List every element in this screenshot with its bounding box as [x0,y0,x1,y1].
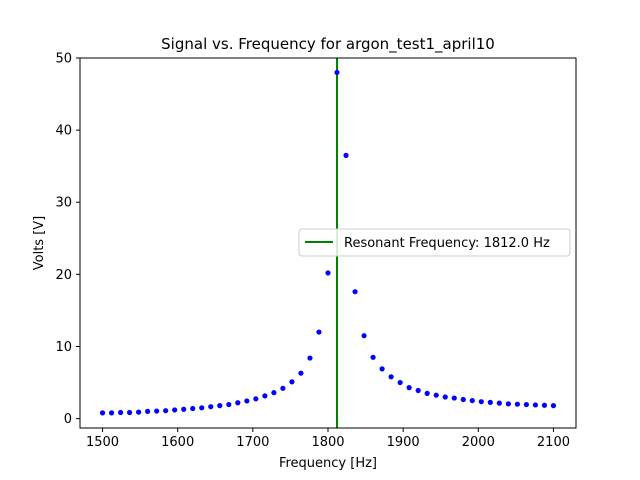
legend: Resonant Frequency: 1812.0 Hz [298,228,571,257]
data-point [307,355,313,361]
data-point [541,402,548,408]
data-point [433,392,439,398]
data-point [117,409,124,416]
data-point [190,405,196,412]
data-point [469,397,475,404]
data-point [244,398,250,404]
data-point [379,366,385,372]
data-point [496,400,502,406]
data-point [415,387,421,394]
data-point [136,409,142,415]
data-point [397,379,403,386]
data-point [505,401,511,407]
data-point [343,152,349,158]
data-point [487,399,493,405]
data-point [127,409,133,416]
data-point [370,354,376,360]
data-point [325,270,331,276]
data-point [316,329,322,335]
y-axis: 0 10 20 30 40 50 [55,52,80,427]
x-tick-label: 1800 [311,435,344,450]
data-point [108,410,115,416]
data-point [280,385,286,391]
data-point [208,404,214,410]
chart-title: Signal vs. Frequency for argon_test1_apr… [161,35,495,54]
y-tick-label: 50 [55,52,72,67]
data-point [199,405,205,411]
data-point [271,390,277,396]
data-point [262,393,268,399]
y-tick-label: 10 [55,340,72,355]
data-point [460,396,466,403]
x-tick-label: 1700 [236,435,269,450]
data-point [172,407,178,413]
data-point [154,408,160,414]
plot-marks [99,58,557,428]
y-tick-label: 0 [64,412,72,427]
y-axis-label: Volts [V] [32,216,47,271]
y-tick-label: 30 [55,196,72,211]
data-point [514,401,520,407]
data-point [406,385,412,391]
data-point [334,69,340,76]
data-point [145,408,151,415]
data-point [235,400,241,406]
x-tick-label: 1500 [86,435,119,450]
x-tick-label: 1900 [387,435,420,450]
data-point [388,374,394,380]
data-point [442,394,448,400]
data-point [532,402,539,408]
data-point [253,396,259,402]
data-point [99,410,106,416]
legend-label: Resonant Frequency: 1812.0 Hz [344,236,550,251]
x-tick-label: 1600 [161,435,194,450]
data-point [523,401,530,408]
data-point [361,333,367,339]
data-point [289,379,295,385]
y-tick-label: 40 [55,124,72,139]
data-point [352,289,358,295]
data-point [451,395,457,401]
x-axis: 1500 1600 1700 1800 1900 2000 2100 [86,428,570,450]
x-tick-label: 2000 [462,435,495,450]
data-point [226,401,232,408]
x-tick-label: 2100 [537,435,570,450]
data-point [181,406,187,412]
data-point [424,390,430,396]
y-tick-label: 20 [55,268,72,283]
data-point [478,399,484,405]
x-axis-label: Frequency [Hz] [279,456,377,471]
data-point [550,403,557,409]
data-point [163,408,169,414]
data-point [298,370,304,376]
legend-box [298,228,571,257]
data-point [217,403,223,409]
